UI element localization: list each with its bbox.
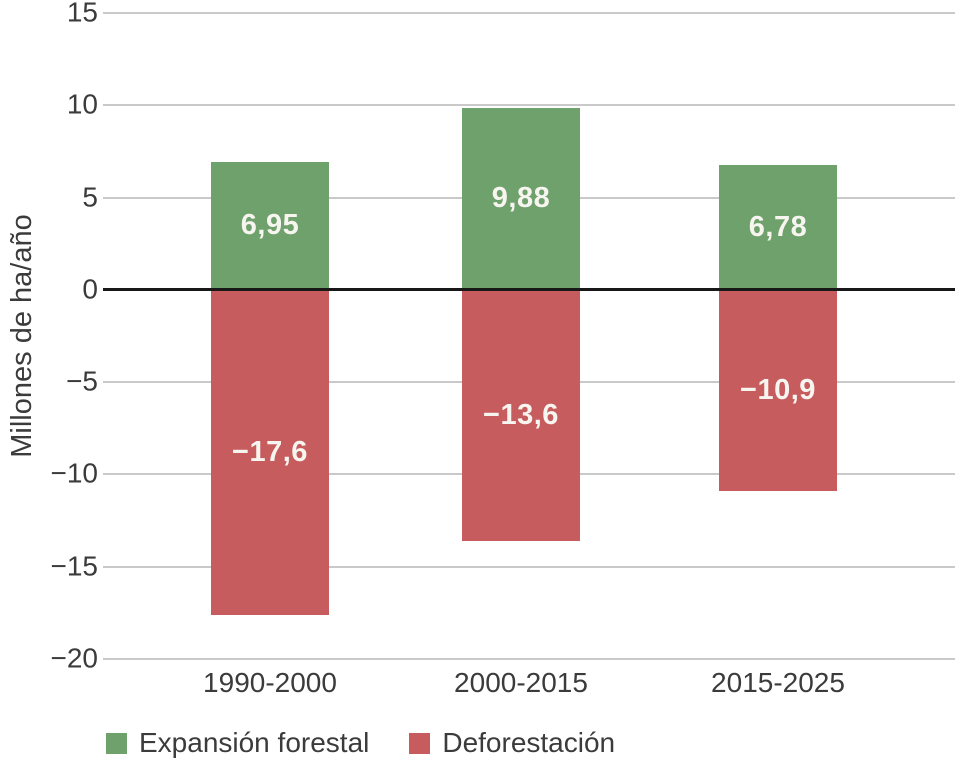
zero-axis-line [103,288,955,292]
bar-deforestacion-1990-2000: −17,6 [211,289,329,615]
legend-color-swatch [106,732,127,754]
bar-deforestacion-2015-2025: −10,9 [719,289,837,492]
bar-value-label: 6,78 [748,210,808,243]
gridline [103,12,955,14]
legend-label: Expansión forestal [139,727,370,758]
bar-value-label: −13,6 [483,398,559,431]
legend-label: Deforestación [442,727,616,758]
bar-value-label: −10,9 [740,373,816,406]
y-tick-label: −15 [50,550,99,582]
x-axis-label: 2015-2025 [711,667,845,698]
gridline [103,104,955,107]
x-axis-label: 2000-2015 [454,667,588,698]
legend-color-swatch [409,732,431,754]
gridline [103,658,955,660]
bar-value-label: −17,6 [232,435,308,468]
bar-expansion-forestal-2000-2015: 9,88 [462,107,580,290]
y-tick-label: −20 [50,642,99,674]
y-tick-label: 10 [66,88,98,120]
bar-expansion-forestal-1990-2000: 6,95 [211,161,329,290]
bar-expansion-forestal-2015-2025: 6,78 [719,164,837,290]
gridline [103,565,955,568]
legend-item: Expansión forestal [106,726,369,760]
bar-value-label: 6,95 [240,209,300,242]
y-tick-label: 15 [66,0,98,28]
x-axis-label: 1990-2000 [203,667,337,698]
bar-deforestacion-2000-2015: −13,6 [462,289,580,541]
legend-item: Deforestación [409,726,615,760]
bar-value-label: 9,88 [491,182,551,215]
y-tick-label: 5 [82,181,98,213]
chart-legend: Expansión forestal Deforestación [106,726,615,760]
y-tick-label: 0 [82,273,98,305]
y-tick-label: −5 [66,365,98,397]
y-tick-label: −10 [50,457,99,489]
